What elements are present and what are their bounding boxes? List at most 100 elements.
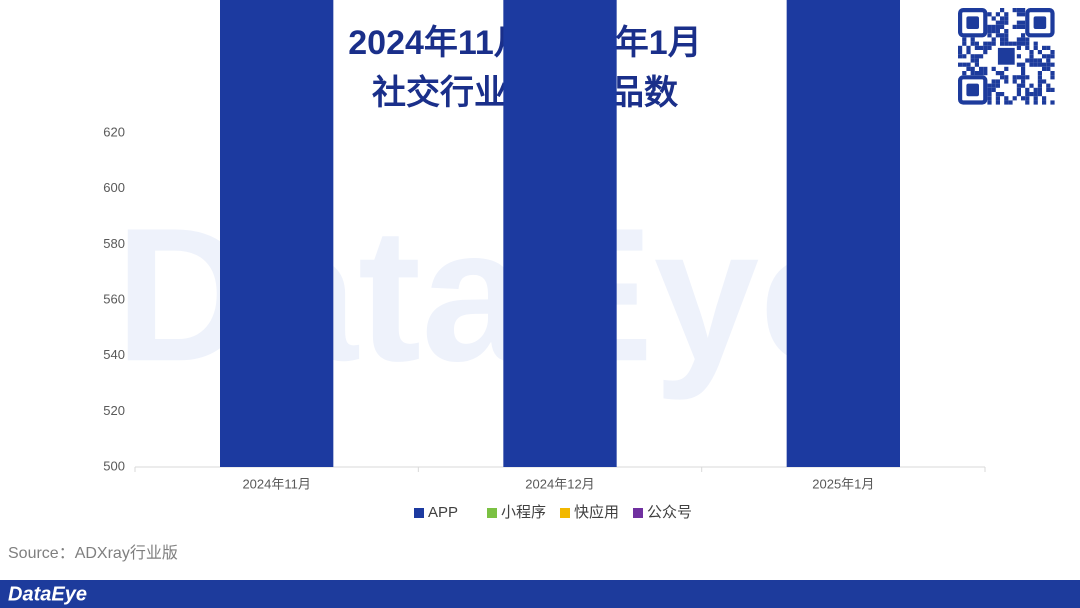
qr-finder [1025, 8, 1055, 38]
qr-cell [1046, 66, 1051, 71]
qr-cell [1042, 100, 1047, 105]
qr-cell [1021, 24, 1026, 29]
qr-cell [995, 24, 1000, 29]
qr-cell [1016, 87, 1021, 92]
qr-cell [1042, 96, 1047, 101]
qr-cell [1029, 83, 1034, 88]
qr-cell [1033, 62, 1038, 67]
qr-cell [966, 50, 971, 55]
qr-cell [995, 96, 1000, 101]
qr-cell [966, 66, 971, 71]
qr-cell [1012, 8, 1017, 13]
qr-cell [1025, 87, 1030, 92]
qr-cell [1025, 41, 1030, 46]
y-tick-label: 620 [103, 124, 125, 139]
qr-cell [995, 100, 1000, 105]
qr-cell [987, 100, 992, 105]
qr-cell [1021, 37, 1026, 42]
qr-cell [970, 54, 975, 59]
qr-cell [970, 37, 975, 42]
qr-cell [987, 24, 992, 29]
qr-cell [1046, 87, 1051, 92]
qr-code [957, 8, 1055, 105]
qr-cell [1033, 96, 1038, 101]
qr-cell [991, 66, 996, 71]
qr-cell [1000, 75, 1005, 80]
qr-cell [987, 12, 992, 17]
qr-cell [1029, 58, 1034, 63]
qr-cell [995, 33, 1000, 38]
qr-cell [983, 71, 988, 76]
qr-cell [974, 45, 979, 50]
qr-cell [1046, 83, 1051, 88]
bar-segment [220, 0, 334, 467]
qr-cell [1012, 24, 1017, 29]
qr-cell [1037, 71, 1042, 76]
qr-cell [987, 45, 992, 50]
qr-cell [991, 16, 996, 21]
qr-cell [991, 83, 996, 88]
qr-cell [1050, 87, 1055, 92]
y-tick-label: 500 [103, 458, 125, 473]
qr-cell [983, 50, 988, 55]
qr-finder [957, 8, 988, 38]
qr-cell [1037, 75, 1042, 80]
qr-cell [1025, 37, 1030, 42]
qr-cell [1037, 92, 1042, 97]
qr-cell [987, 29, 992, 34]
qr-cell [1016, 83, 1021, 88]
qr-cell [1012, 79, 1017, 84]
qr-logo [997, 47, 1015, 65]
footer-bar [0, 580, 1080, 608]
qr-cell [1033, 92, 1038, 97]
bar-segment [786, 0, 900, 467]
legend-swatch [633, 508, 643, 518]
qr-cell [958, 54, 963, 59]
qr-cell [1016, 37, 1021, 42]
qr-cell [1021, 96, 1026, 101]
qr-cell [987, 96, 992, 101]
qr-cell [1029, 50, 1034, 55]
qr-cell [1042, 45, 1047, 50]
qr-cell [1008, 41, 1013, 46]
qr-cell [983, 66, 988, 71]
qr-cell [1004, 66, 1009, 71]
qr-cell [991, 24, 996, 29]
qr-cell [1016, 75, 1021, 80]
qr-cell [1050, 54, 1055, 59]
qr-cell [1050, 75, 1055, 80]
qr-cell [991, 37, 996, 42]
qr-cell [987, 41, 992, 46]
qr-cell [966, 45, 971, 50]
x-tick-label: 2024年12月 [525, 476, 594, 491]
qr-cell [1033, 41, 1038, 46]
qr-cell [970, 58, 975, 63]
qr-cell [958, 45, 963, 50]
qr-cell [1012, 96, 1017, 101]
qr-cell [1050, 71, 1055, 76]
qr-cell [1004, 16, 1009, 21]
qr-cell [958, 62, 963, 67]
qr-cell [1037, 83, 1042, 88]
qr-cell [1000, 92, 1005, 97]
qr-cell [1042, 66, 1047, 71]
qr-cell [962, 41, 967, 46]
qr-cell [1021, 12, 1026, 17]
qr-cell [1025, 45, 1030, 50]
qr-cell [1050, 100, 1055, 105]
qr-cell [962, 54, 967, 59]
qr-cell [995, 83, 1000, 88]
qr-cell [958, 50, 963, 55]
qr-cell [1004, 75, 1009, 80]
qr-cell [1016, 54, 1021, 59]
qr-cell [1021, 79, 1026, 84]
qr-cell [1033, 87, 1038, 92]
qr-cell [974, 62, 979, 67]
qr-cell [1004, 29, 1009, 34]
qr-cell [1050, 62, 1055, 67]
qr-cell [1046, 58, 1051, 63]
qr-cell [1046, 45, 1051, 50]
legend-label: APP [428, 504, 458, 521]
qr-cell [1033, 58, 1038, 63]
qr-cell [1004, 79, 1009, 84]
